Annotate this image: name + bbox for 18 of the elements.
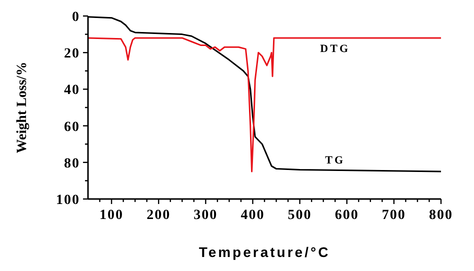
x-tick-label: 500 bbox=[288, 208, 312, 223]
x-tick-label: 100 bbox=[100, 208, 124, 223]
y-tick-label: 40 bbox=[64, 83, 80, 98]
y-axis-title: Weight Loss/% bbox=[15, 62, 30, 154]
x-tick-label: 400 bbox=[240, 208, 265, 223]
y-tick-label: 0 bbox=[72, 10, 80, 25]
x-tick-label: 700 bbox=[382, 208, 406, 223]
x-tick-label: 600 bbox=[334, 208, 359, 223]
x-axis-title: Temperature/°C bbox=[198, 244, 330, 260]
y-tick-label: 60 bbox=[64, 120, 80, 135]
y-tick-label: 80 bbox=[64, 156, 80, 172]
x-tick-label: 200 bbox=[146, 208, 171, 223]
y-tick-label: 20 bbox=[64, 46, 80, 62]
series-label: TG bbox=[325, 154, 346, 167]
y-tick-label: 100 bbox=[56, 193, 80, 208]
series-label: DTG bbox=[320, 42, 350, 55]
x-tick-label: 800 bbox=[429, 208, 453, 223]
x-tick-label: 300 bbox=[194, 208, 218, 223]
